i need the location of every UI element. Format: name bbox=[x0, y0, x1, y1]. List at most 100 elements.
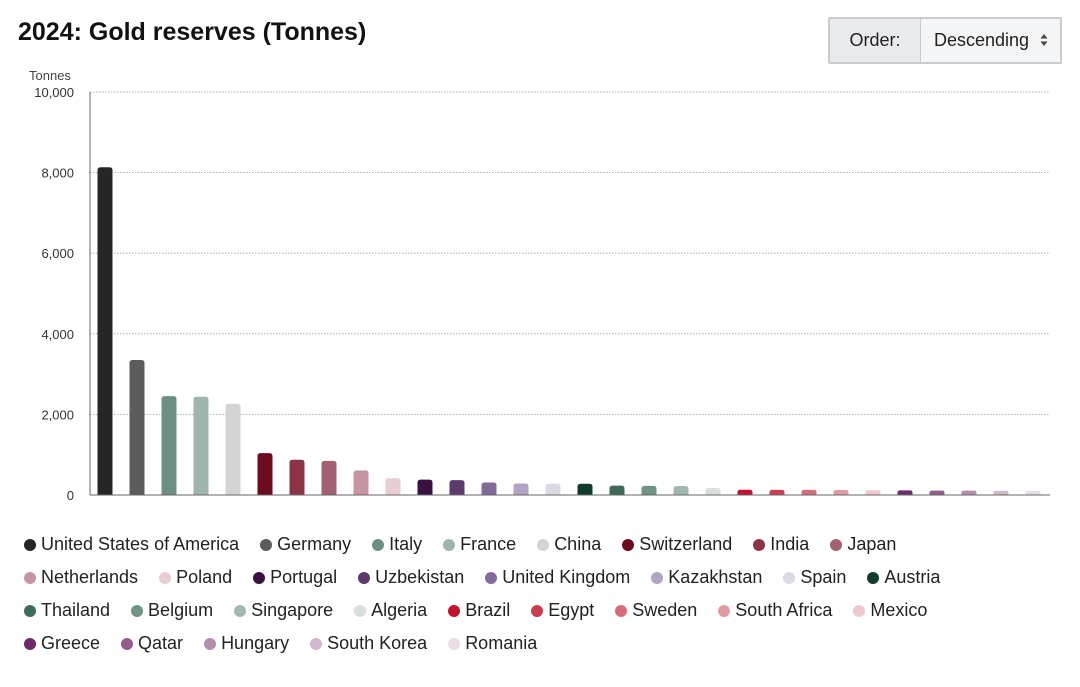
legend-label: Sweden bbox=[632, 600, 698, 620]
bar-romania bbox=[1025, 490, 1041, 495]
bar-united-states-of-america bbox=[97, 167, 113, 495]
legend-swatch bbox=[651, 571, 664, 584]
legend-item[interactable]: Japan bbox=[830, 534, 896, 555]
legend-item[interactable]: United States of America bbox=[24, 534, 239, 555]
legend-swatch bbox=[867, 571, 880, 584]
order-select[interactable]: Descending bbox=[921, 19, 1060, 62]
legend-swatch bbox=[443, 538, 456, 551]
legend-item[interactable]: Mexico bbox=[853, 600, 927, 621]
bar-italy bbox=[161, 396, 177, 495]
legend-swatch bbox=[537, 538, 550, 551]
bar-india bbox=[289, 459, 305, 495]
legend-swatch bbox=[718, 604, 731, 617]
legend-row: Netherlands Poland Portugal Uzbekistan Unite… bbox=[24, 561, 1064, 594]
legend-label: India bbox=[770, 534, 810, 554]
y-axis-title: Tonnes bbox=[29, 68, 71, 83]
legend-item[interactable]: Singapore bbox=[234, 600, 333, 621]
bar-qatar bbox=[929, 490, 945, 495]
y-tick-label: 8,000 bbox=[41, 166, 74, 181]
legend-swatch bbox=[783, 571, 796, 584]
bar-mexico bbox=[865, 490, 881, 495]
legend-item[interactable]: Spain bbox=[783, 567, 846, 588]
legend-item[interactable]: Uzbekistan bbox=[358, 567, 464, 588]
legend-label: Singapore bbox=[251, 600, 334, 620]
legend-label: Uzbekistan bbox=[375, 567, 465, 587]
legend-label: Austria bbox=[884, 567, 941, 587]
bar-kazakhstan bbox=[513, 483, 529, 495]
legend-swatch bbox=[121, 637, 134, 650]
bar-portugal bbox=[417, 479, 433, 495]
legend-swatch bbox=[354, 604, 367, 617]
bar-chart: 0 2,000 4,000 6,000 8,000 10,000 Tonnes bbox=[29, 68, 1050, 503]
legend-item[interactable]: South Africa bbox=[718, 600, 832, 621]
legend-label: Hungary bbox=[221, 633, 290, 653]
legend-label: Portugal bbox=[270, 567, 338, 587]
bar-united-kingdom bbox=[481, 482, 497, 495]
legend-item[interactable]: Germany bbox=[260, 534, 351, 555]
legend-label: Qatar bbox=[138, 633, 184, 653]
bar-japan bbox=[321, 460, 337, 495]
legend-item[interactable]: Qatar bbox=[121, 633, 183, 654]
legend-item[interactable]: Thailand bbox=[24, 600, 110, 621]
legend-label: Switzerland bbox=[639, 534, 733, 554]
legend-item[interactable]: Netherlands bbox=[24, 567, 138, 588]
legend-swatch bbox=[830, 538, 843, 551]
legend-swatch bbox=[485, 571, 498, 584]
legend-item[interactable]: Romania bbox=[448, 633, 537, 654]
legend-item[interactable]: India bbox=[753, 534, 809, 555]
legend-label: South Korea bbox=[327, 633, 428, 653]
legend-swatch bbox=[448, 604, 461, 617]
legend-item[interactable]: Sweden bbox=[615, 600, 697, 621]
legend-swatch bbox=[204, 637, 217, 650]
legend-item[interactable]: Brazil bbox=[448, 600, 510, 621]
legend-item[interactable]: Portugal bbox=[253, 567, 337, 588]
legend-row: Thailand Belgium Singapore Algeria Brazil Egy… bbox=[24, 594, 1064, 627]
bar-brazil bbox=[737, 489, 753, 495]
legend-label: China bbox=[554, 534, 602, 554]
legend-item[interactable]: Egypt bbox=[531, 600, 594, 621]
legend-swatch bbox=[531, 604, 544, 617]
bar-spain bbox=[545, 483, 561, 495]
legend-item[interactable]: Italy bbox=[372, 534, 422, 555]
bar-poland bbox=[385, 478, 401, 495]
legend-item[interactable]: France bbox=[443, 534, 516, 555]
legend-item[interactable]: South Korea bbox=[310, 633, 427, 654]
bar-germany bbox=[129, 359, 145, 495]
legend-label: Brazil bbox=[465, 600, 511, 620]
legend-item[interactable]: Greece bbox=[24, 633, 100, 654]
legend-label: France bbox=[460, 534, 517, 554]
chart-legend: United States of America Germany Italy Fran… bbox=[24, 528, 1064, 660]
bar-algeria bbox=[705, 487, 721, 495]
sort-updown-icon bbox=[1040, 34, 1048, 46]
legend-swatch bbox=[24, 571, 36, 584]
bar-uzbekistan bbox=[449, 480, 465, 495]
legend-item[interactable]: Belgium bbox=[131, 600, 213, 621]
y-tick-label: 4,000 bbox=[41, 327, 74, 342]
legend-swatch bbox=[853, 604, 866, 617]
legend-item[interactable]: Poland bbox=[159, 567, 232, 588]
legend-item[interactable]: Algeria bbox=[354, 600, 427, 621]
legend-row: Greece Qatar Hungary South Korea Romania bbox=[24, 627, 1064, 660]
legend-item[interactable]: Hungary bbox=[204, 633, 289, 654]
bar-china bbox=[225, 403, 241, 495]
legend-item[interactable]: Austria bbox=[867, 567, 940, 588]
legend-label: Mexico bbox=[870, 600, 928, 620]
legend-swatch bbox=[372, 538, 385, 551]
legend-item[interactable]: China bbox=[537, 534, 601, 555]
legend-swatch bbox=[24, 538, 36, 551]
legend-item[interactable]: United Kingdom bbox=[485, 567, 630, 588]
legend-swatch bbox=[234, 604, 247, 617]
bar-switzerland bbox=[257, 453, 273, 495]
legend-label: Spain bbox=[800, 567, 847, 587]
legend-swatch bbox=[753, 538, 766, 551]
y-tick-label: 0 bbox=[67, 488, 74, 503]
legend-label: Germany bbox=[277, 534, 352, 554]
legend-label: Japan bbox=[847, 534, 897, 554]
legend-item[interactable]: Kazakhstan bbox=[651, 567, 762, 588]
order-value: Descending bbox=[934, 30, 1030, 50]
legend-item[interactable]: Switzerland bbox=[622, 534, 732, 555]
legend-label: Kazakhstan bbox=[668, 567, 763, 587]
legend-label: Romania bbox=[465, 633, 538, 653]
legend-label: Italy bbox=[389, 534, 423, 554]
legend-swatch bbox=[131, 604, 144, 617]
